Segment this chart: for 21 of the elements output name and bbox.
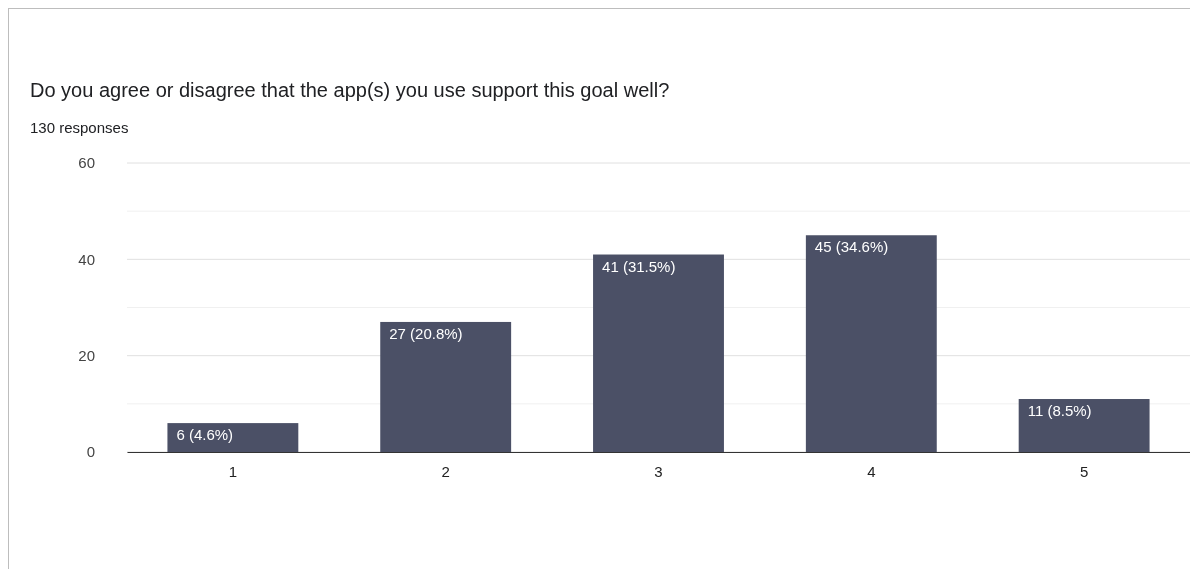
- data-label: 6 (4.6%): [176, 426, 234, 444]
- y-tick-label: 60: [78, 154, 95, 172]
- bar: [380, 321, 512, 452]
- bar: [167, 423, 299, 452]
- bar: [593, 254, 724, 452]
- x-tick-label: 1: [228, 462, 238, 480]
- bar: [805, 235, 937, 452]
- data-label: 11 (8.5%): [1027, 402, 1092, 420]
- y-tick-label: 20: [78, 346, 95, 364]
- bar: [1018, 399, 1150, 452]
- y-tick-label: 40: [78, 250, 95, 268]
- y-tick-label: 0: [86, 443, 95, 461]
- data-label: 45 (34.6%): [814, 238, 889, 256]
- data-label: 27 (20.8%): [389, 324, 463, 342]
- x-tick-label: 2: [441, 462, 450, 480]
- x-tick-label: 3: [654, 462, 663, 480]
- data-label: 41 (31.5%): [602, 257, 676, 275]
- chart-subtitle: 130 responses: [30, 119, 129, 136]
- x-tick-label: 4: [867, 462, 876, 480]
- x-tick-label: 5: [1079, 462, 1089, 480]
- chart-title: Do you agree or disagree that the app(s) you use support this goal well?: [30, 79, 670, 101]
